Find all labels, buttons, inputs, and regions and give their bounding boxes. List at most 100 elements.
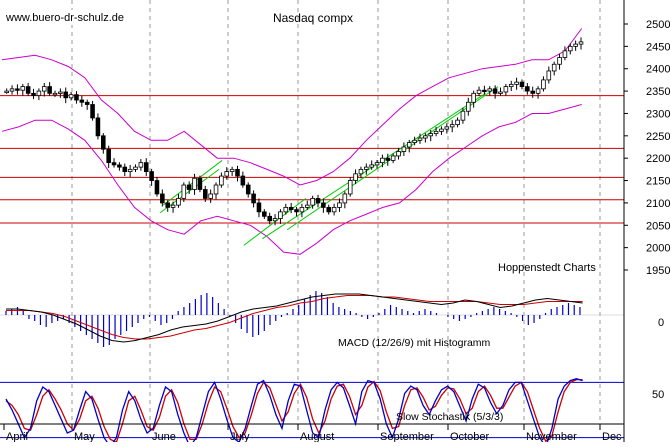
price-tick-label: 2450 <box>646 41 670 53</box>
month-label: November <box>526 431 577 442</box>
month-axis-labels: April May June July August September October No… <box>6 431 622 443</box>
candle-body <box>342 193 348 204</box>
candle-body <box>551 63 557 72</box>
candle-body <box>568 45 573 52</box>
candle-body <box>417 137 423 141</box>
candle-body <box>170 204 176 208</box>
month-label: September <box>380 431 434 442</box>
candle-body <box>331 206 337 213</box>
macd-zero-label: 0 <box>658 317 664 329</box>
trend-line <box>262 92 486 240</box>
candle-body <box>385 157 391 161</box>
candle-body <box>476 89 482 94</box>
candle-body <box>401 146 407 152</box>
candle-body <box>208 193 213 199</box>
candle-body <box>74 94 79 101</box>
candle-body <box>525 86 530 92</box>
candle-body <box>530 90 535 94</box>
price-tick-label: 2150 <box>646 176 670 188</box>
candle-body <box>503 86 509 93</box>
candle-body <box>160 193 165 204</box>
candle-body <box>283 206 289 213</box>
candle-body <box>52 92 58 96</box>
candle-body <box>406 142 412 148</box>
candle-body <box>315 198 321 204</box>
candle-body <box>433 130 439 134</box>
candle-body <box>337 202 342 208</box>
price-tick-label: 2350 <box>646 86 670 98</box>
upper-band-line <box>1 28 583 186</box>
candle-body <box>68 94 74 99</box>
candle-body <box>369 164 374 168</box>
month-label: July <box>230 431 250 442</box>
month-label: August <box>300 431 334 442</box>
candle-body <box>133 166 138 170</box>
candle-body <box>492 88 498 94</box>
candle-body <box>245 184 251 195</box>
candle-body <box>508 83 514 88</box>
price-tick-label: 2050 <box>646 220 670 232</box>
candle-body <box>519 81 525 88</box>
price-tick-label: 2500 <box>646 19 670 31</box>
candle-body <box>498 91 503 94</box>
candle-body <box>299 206 305 213</box>
candle-body <box>143 162 149 172</box>
stochastic-panel <box>0 378 624 447</box>
candle-body <box>578 41 584 45</box>
candle-body <box>546 70 552 81</box>
candle-body <box>310 198 315 206</box>
candle-body <box>557 57 562 65</box>
candle-body <box>466 101 471 112</box>
candle-body <box>235 168 240 177</box>
candle-body <box>154 180 160 195</box>
candle-body <box>25 86 31 94</box>
candle-body <box>573 43 578 47</box>
bollinger-bands <box>1 28 583 255</box>
candle-body <box>262 211 267 217</box>
candle-body <box>304 204 310 208</box>
candle-body <box>321 202 326 208</box>
candle-body <box>541 79 546 90</box>
candle-body <box>106 148 111 164</box>
candle-body <box>229 168 235 172</box>
candle-body <box>36 90 42 96</box>
price-tick-label: 2100 <box>646 198 670 210</box>
month-label: April <box>6 431 28 442</box>
stochastic-d-line <box>5 378 583 444</box>
candle-body <box>95 117 101 137</box>
price-tick-label: 2300 <box>646 108 670 120</box>
candle-body <box>47 86 52 94</box>
candle-body <box>439 128 444 132</box>
watermark-backdrop <box>4 10 132 25</box>
candle-body <box>63 91 69 99</box>
candle-body <box>514 81 519 85</box>
candle-body <box>101 135 106 150</box>
candle-body <box>326 206 332 213</box>
month-label: Dec <box>602 431 622 442</box>
candle-body <box>58 91 63 94</box>
candle-body <box>347 180 353 195</box>
candle-body <box>256 202 262 213</box>
candle-body <box>428 133 434 137</box>
price-axis-ticks: 1950 2000 2050 2100 2150 2200 2250 2300 2350 2400… <box>624 19 670 401</box>
price-tick-label: 1950 <box>646 265 670 277</box>
chart-title: Nasdaq compx <box>273 11 353 25</box>
candle-body <box>213 184 219 195</box>
macd-line <box>6 293 583 343</box>
month-label: June <box>152 431 176 442</box>
candle-body <box>412 139 417 143</box>
candle-body <box>111 162 117 166</box>
candle-body <box>20 86 26 91</box>
candle-body <box>165 202 170 208</box>
macd-panel <box>0 291 624 347</box>
candle-body <box>122 166 128 173</box>
candle-body <box>390 155 396 161</box>
candle-body <box>487 88 493 92</box>
candle-body <box>203 189 208 199</box>
candle-body <box>288 206 294 211</box>
candle-body <box>219 175 224 186</box>
candle-body <box>84 101 90 105</box>
candle-body <box>181 184 187 199</box>
price-tick-label: 2400 <box>646 64 670 76</box>
